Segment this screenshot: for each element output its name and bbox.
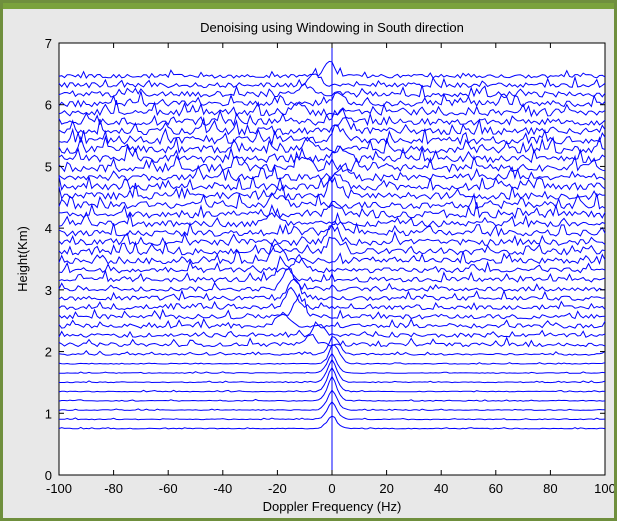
window-accent-bar (3, 3, 614, 9)
x-tick-label: -40 (213, 481, 232, 496)
x-tick-label: -20 (268, 481, 287, 496)
chart-svg: -100 -80 -60 -40 -20 0 20 40 60 80 100 0 1 2 3 4 5 6 7 Den… (15, 20, 614, 514)
x-axis-label: Doppler Frequency (Hz) (263, 499, 402, 514)
x-tick-label: -80 (104, 481, 123, 496)
x-tick-label: 60 (489, 481, 503, 496)
y-tick-label: 5 (45, 159, 52, 174)
x-tick-label: 100 (594, 481, 614, 496)
y-tick-label: 3 (45, 283, 52, 298)
y-tick-label: 1 (45, 406, 52, 421)
x-tick-label: -100 (46, 481, 72, 496)
x-tick-label: 0 (328, 481, 335, 496)
y-tick-label: 4 (45, 221, 52, 236)
y-tick-label: 7 (45, 36, 52, 51)
x-tick-label: 80 (543, 481, 557, 496)
y-tick-label: 6 (45, 98, 52, 113)
ticks-group: -100 -80 -60 -40 -20 0 20 40 60 80 100 0 1 2 3 4 5 6 7 (45, 36, 614, 496)
y-tick-label: 0 (45, 468, 52, 483)
chart-title: Denoising using Windowing in South direc… (200, 20, 464, 35)
x-tick-label: -60 (159, 481, 178, 496)
x-tick-label: 40 (434, 481, 448, 496)
x-tick-label: 20 (379, 481, 393, 496)
y-axis-label: Height(Km) (15, 226, 30, 292)
y-tick-label: 2 (45, 345, 52, 360)
